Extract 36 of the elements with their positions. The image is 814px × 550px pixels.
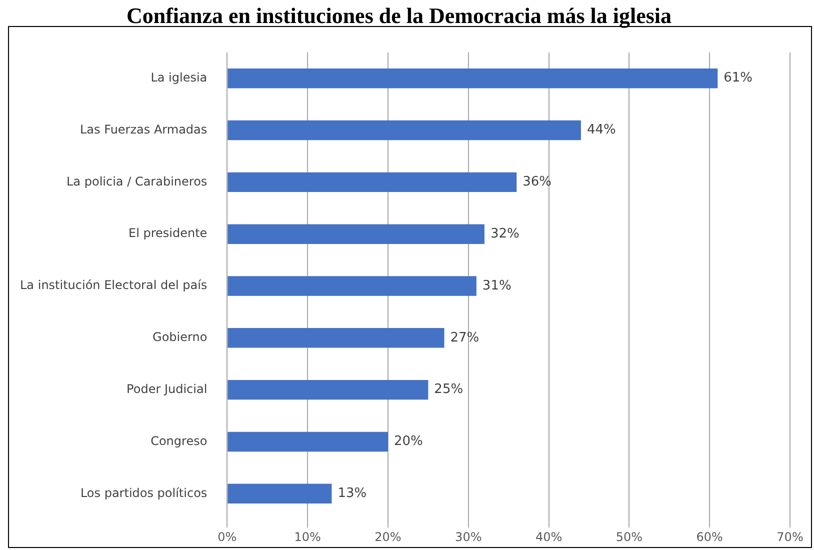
data-label: 20% [394,434,423,450]
y-tick-label: La institución Electoral del país [20,278,208,292]
data-label: 31% [482,278,512,294]
data-label: 36% [522,174,552,190]
x-tick-label: 10% [294,530,321,544]
data-label: 25% [434,382,464,398]
x-tick-label: 40% [535,530,562,544]
y-tick-label: Congreso [150,434,208,448]
x-tick-label: 60% [696,530,723,544]
bar [228,432,388,452]
x-tick-label: 0% [218,530,237,544]
x-tick-label: 50% [616,530,643,544]
bar [228,224,484,244]
bar [228,68,718,88]
y-tick-label: La policia / Carabineros [66,174,208,188]
data-label: 32% [490,226,520,242]
x-tick-label: 20% [374,530,402,544]
x-tick-label: 70% [776,530,804,544]
bar [228,484,332,504]
y-tick-label: El presidente [128,226,208,240]
chart-title: Confianza en instituciones de la Democracia más la iglesia [126,2,672,28]
bar [228,172,517,192]
y-tick-label: Gobierno [152,330,208,344]
y-tick-label: Las Fuerzas Armadas [80,122,208,136]
y-tick-label: Los partidos políticos [80,486,208,500]
data-label: 44% [586,122,616,138]
bar [228,120,581,140]
x-tick-label: 30% [455,530,482,544]
bar [228,328,444,348]
y-tick-label: Poder Judicial [126,382,208,396]
data-label: 13% [338,486,367,502]
bar [228,276,476,296]
data-label: 61% [724,70,753,86]
y-tick-label: La iglesia [150,70,208,84]
data-label: 27% [450,330,480,346]
bar [228,380,428,400]
